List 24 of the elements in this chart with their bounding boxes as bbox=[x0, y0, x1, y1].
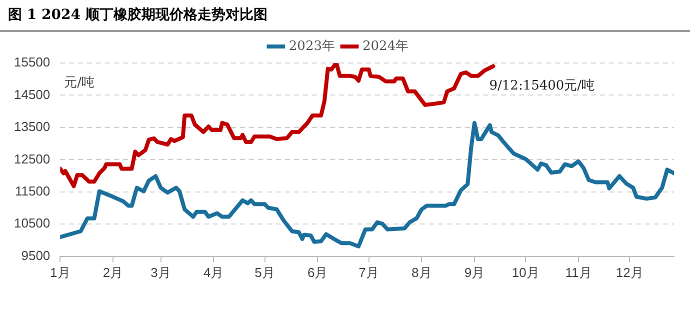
y-tick-label: 10500 bbox=[14, 216, 50, 231]
y-tick-label: 9500 bbox=[21, 248, 50, 263]
x-tick-label: 8月 bbox=[412, 264, 432, 280]
x-tick-label: 1月 bbox=[50, 264, 70, 280]
y-axis-title: 元/吨 bbox=[64, 75, 95, 90]
y-tick-label: 11500 bbox=[14, 184, 50, 199]
chart-title: 图 1 2024 顺丁橡胶期现价格走势对比图 bbox=[0, 0, 690, 32]
x-tick-label: 10月 bbox=[512, 264, 540, 280]
y-tick-label: 12500 bbox=[14, 151, 50, 166]
x-tick-label: 12月 bbox=[616, 264, 644, 280]
x-tick-label: 7月 bbox=[358, 264, 379, 280]
legend-label: 2023年 bbox=[288, 38, 336, 54]
x-tick-label: 11月 bbox=[565, 264, 592, 280]
legend-label: 2024年 bbox=[362, 38, 409, 54]
x-tick-label: 5月 bbox=[254, 264, 275, 280]
x-tick-label: 6月 bbox=[308, 264, 328, 280]
y-tick-label: 14500 bbox=[14, 86, 50, 102]
annotation: 9/12:15400元/吨 bbox=[489, 78, 595, 94]
x-tick-label: 4月 bbox=[203, 264, 224, 280]
x-tick-label: 9月 bbox=[464, 264, 485, 280]
y-tick-label: 13500 bbox=[14, 119, 50, 134]
y-tick-label: 15500 bbox=[14, 54, 50, 70]
x-tick-label: 2月 bbox=[102, 264, 124, 280]
x-tick-label: 3月 bbox=[150, 264, 171, 280]
